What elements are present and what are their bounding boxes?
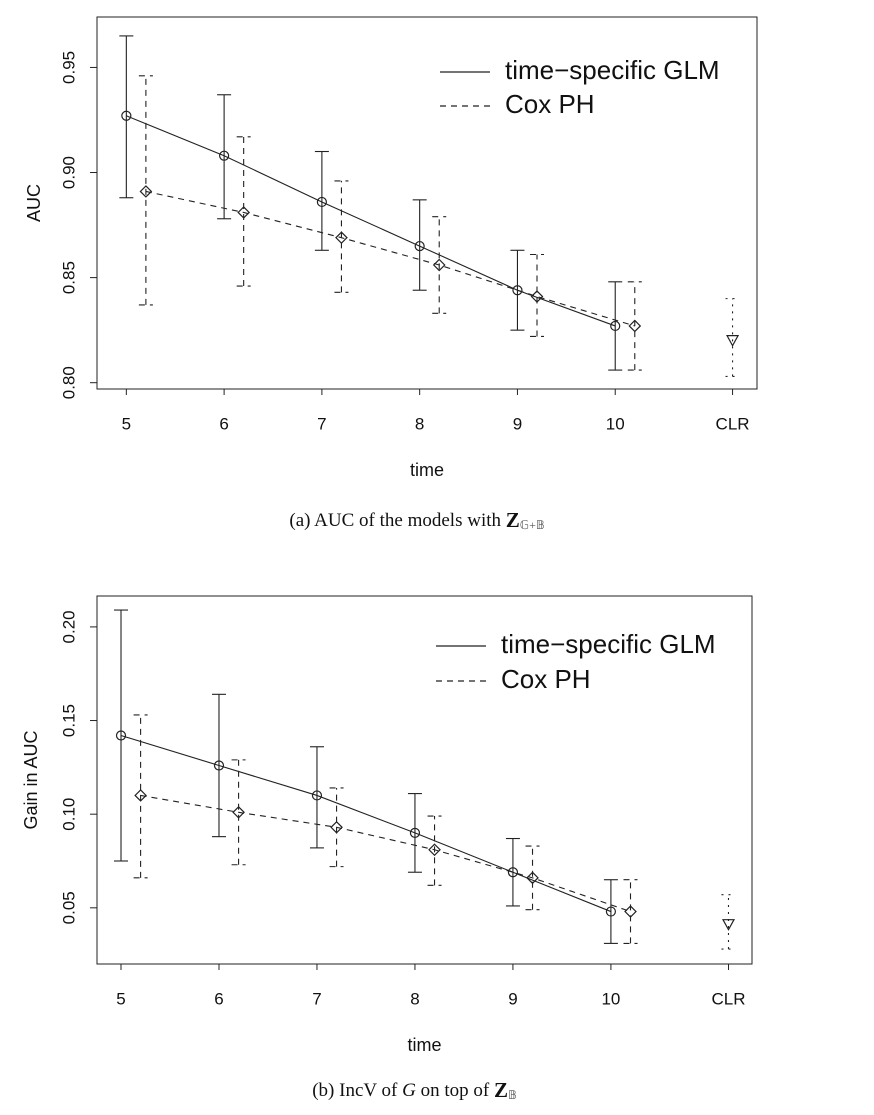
legend-label: time−specific GLM xyxy=(501,629,716,659)
point xyxy=(721,919,735,931)
point xyxy=(115,730,127,741)
x-axis-label: time xyxy=(407,1035,441,1055)
point xyxy=(335,231,348,245)
y-tick-label: 0.10 xyxy=(59,798,78,831)
plot-frame xyxy=(96,16,758,390)
point xyxy=(605,906,617,917)
x-tick-label: 9 xyxy=(513,414,522,433)
y-tick-label: 0.95 xyxy=(59,51,78,84)
point xyxy=(219,150,230,161)
point xyxy=(432,258,446,272)
point xyxy=(624,905,637,918)
caption-part: 𝔾+𝔹 xyxy=(520,518,545,532)
caption: (b) IncV of G on top of Z𝔹 xyxy=(312,1078,517,1102)
point xyxy=(414,240,425,252)
point xyxy=(139,185,153,198)
series-line xyxy=(140,794,631,913)
x-tick-label: 5 xyxy=(122,414,131,433)
point xyxy=(530,290,544,303)
x-tick-label: 10 xyxy=(601,989,620,1008)
point xyxy=(213,760,225,771)
point xyxy=(610,320,621,332)
caption-part: (b) IncV of xyxy=(312,1080,402,1101)
point xyxy=(316,196,327,208)
y-tick-label: 0.15 xyxy=(59,704,78,737)
y-tick-label: 0.80 xyxy=(59,366,78,399)
x-tick-label: 9 xyxy=(508,989,517,1008)
caption-part: 𝔹 xyxy=(508,1088,517,1102)
caption-part: Z xyxy=(494,1078,508,1102)
y-axis-label: Gain in AUC xyxy=(21,730,41,829)
point xyxy=(134,789,147,802)
point xyxy=(628,319,642,333)
x-tick-label: 6 xyxy=(214,989,223,1008)
legend-label: time−specific GLM xyxy=(505,55,720,85)
point xyxy=(526,871,539,885)
plot-frame xyxy=(96,595,753,965)
x-tick-label: CLR xyxy=(716,414,750,433)
y-axis-label: AUC xyxy=(24,184,44,222)
y-tick-label: 0.85 xyxy=(59,261,78,294)
x-axis-label: time xyxy=(410,460,444,480)
x-tick-label: CLR xyxy=(711,989,745,1008)
y-tick-label: 0.20 xyxy=(59,610,78,643)
point xyxy=(512,285,523,296)
x-tick-label: 7 xyxy=(317,414,326,433)
point xyxy=(330,820,343,834)
point xyxy=(311,790,323,801)
x-tick-label: 7 xyxy=(312,989,321,1008)
x-tick-label: 5 xyxy=(116,989,125,1008)
series-line xyxy=(126,115,616,327)
point xyxy=(428,843,441,857)
legend-label: Cox PH xyxy=(501,664,591,694)
caption-part: (a) AUC of the models with xyxy=(289,510,505,531)
y-tick-label: 0.05 xyxy=(59,891,78,924)
series-line xyxy=(145,190,635,327)
point xyxy=(507,867,519,878)
x-tick-label: 6 xyxy=(219,414,228,433)
point xyxy=(237,206,251,219)
caption: (a) AUC of the models with Z𝔾+𝔹 xyxy=(289,508,544,532)
point xyxy=(232,805,245,819)
series-line xyxy=(120,734,612,913)
x-tick-label: 10 xyxy=(606,414,625,433)
point xyxy=(121,110,132,121)
x-tick-label: 8 xyxy=(410,989,419,1008)
point xyxy=(409,827,421,839)
caption-part: on top of xyxy=(416,1080,494,1101)
x-tick-label: 8 xyxy=(415,414,424,433)
y-tick-label: 0.90 xyxy=(59,156,78,189)
legend-label: Cox PH xyxy=(505,89,595,119)
caption-part: G xyxy=(402,1080,416,1101)
point xyxy=(726,335,740,347)
caption-part: Z xyxy=(506,508,520,532)
